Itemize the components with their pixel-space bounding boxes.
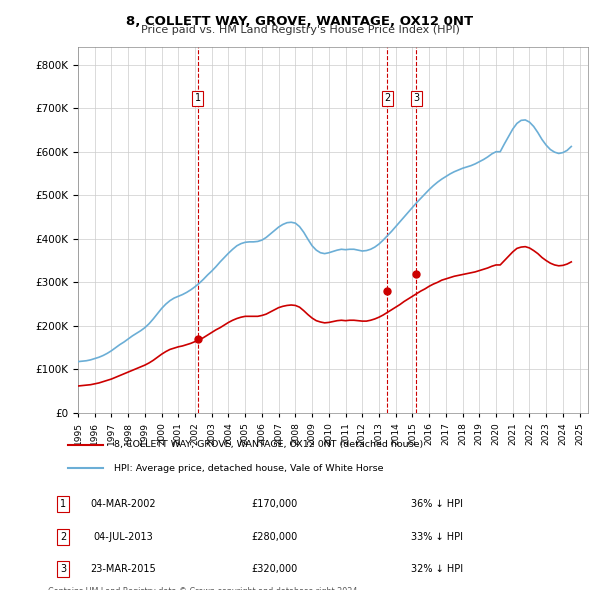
Text: 1: 1 — [195, 93, 201, 103]
Text: 8, COLLETT WAY, GROVE, WANTAGE, OX12 0NT (detached house): 8, COLLETT WAY, GROVE, WANTAGE, OX12 0NT… — [113, 440, 423, 449]
Text: 04-MAR-2002: 04-MAR-2002 — [91, 499, 157, 509]
Text: 23-MAR-2015: 23-MAR-2015 — [91, 564, 157, 574]
Text: 33% ↓ HPI: 33% ↓ HPI — [411, 532, 463, 542]
Text: 3: 3 — [60, 564, 66, 574]
Text: Price paid vs. HM Land Registry's House Price Index (HPI): Price paid vs. HM Land Registry's House … — [140, 25, 460, 35]
Text: 8, COLLETT WAY, GROVE, WANTAGE, OX12 0NT: 8, COLLETT WAY, GROVE, WANTAGE, OX12 0NT — [127, 15, 473, 28]
Text: £170,000: £170,000 — [251, 499, 298, 509]
Text: 3: 3 — [413, 93, 419, 103]
Text: £280,000: £280,000 — [251, 532, 298, 542]
Text: £320,000: £320,000 — [251, 564, 298, 574]
Text: HPI: Average price, detached house, Vale of White Horse: HPI: Average price, detached house, Vale… — [113, 464, 383, 473]
Text: 2: 2 — [384, 93, 391, 103]
Text: 32% ↓ HPI: 32% ↓ HPI — [411, 564, 463, 574]
Text: Contains HM Land Registry data © Crown copyright and database right 2024.
This d: Contains HM Land Registry data © Crown c… — [48, 587, 360, 590]
Text: 1: 1 — [60, 499, 66, 509]
Text: 04-JUL-2013: 04-JUL-2013 — [94, 532, 154, 542]
Text: 2: 2 — [60, 532, 66, 542]
Text: 36% ↓ HPI: 36% ↓ HPI — [411, 499, 463, 509]
